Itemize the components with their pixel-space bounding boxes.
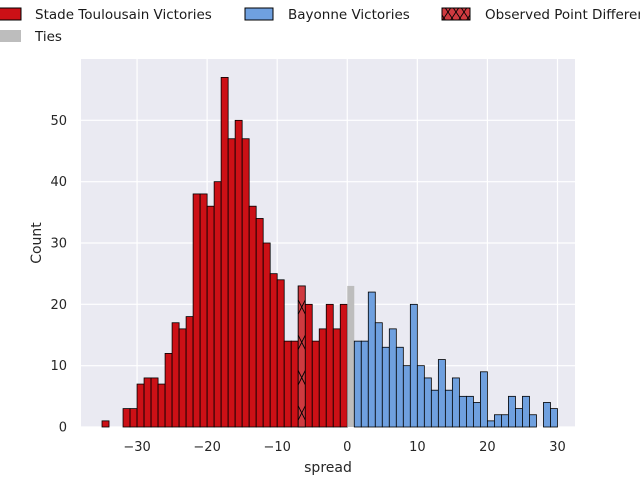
bar-bayonne xyxy=(494,414,502,428)
bar-stade xyxy=(332,328,341,428)
bar-stade xyxy=(178,328,187,428)
y-tick-label: 40 xyxy=(50,175,67,190)
bar-bayonne xyxy=(458,395,467,428)
bar-stade xyxy=(234,119,243,428)
bar-stade xyxy=(122,408,131,428)
bar-bayonne xyxy=(522,395,530,428)
bar-stade xyxy=(255,218,264,428)
bar-stade xyxy=(325,303,334,428)
bar-stade xyxy=(248,205,257,428)
y-tick-label: 50 xyxy=(50,114,67,129)
bar-bayonne xyxy=(529,414,537,428)
bar-bayonne xyxy=(388,328,397,428)
y-tick-label: 20 xyxy=(50,298,67,313)
bar-stade xyxy=(304,303,313,428)
bar-bayonne xyxy=(430,389,439,428)
legend: Stade Toulousain Victories Bayonne Victo… xyxy=(0,7,640,45)
legend-item-bayonne: Bayonne Victories xyxy=(244,7,410,23)
bar-stade xyxy=(171,322,180,428)
bar-stade xyxy=(220,77,229,428)
observed-hatch-mark xyxy=(297,335,306,350)
observed-hatch-mark xyxy=(297,405,306,421)
bar-bayonne xyxy=(451,377,460,428)
legend-label-ties: Ties xyxy=(34,29,62,45)
bar-bayonne xyxy=(409,303,418,428)
y-tick-label: 0 xyxy=(59,421,67,436)
bar-bayonne xyxy=(381,346,390,428)
bar-bayonne xyxy=(395,346,404,428)
bar-stade xyxy=(192,193,201,428)
bar-stade xyxy=(339,303,348,428)
legend-swatch-ties xyxy=(0,30,21,42)
bar-bayonne xyxy=(416,365,425,428)
bar-stade xyxy=(101,420,110,428)
bar-bayonne xyxy=(508,395,516,428)
legend-swatch-observed-hatch xyxy=(442,8,470,20)
bar-stade xyxy=(262,242,271,428)
bar-stade xyxy=(157,383,166,428)
bar-bayonne xyxy=(374,322,383,428)
x-tick-label: 0 xyxy=(343,440,351,455)
bar-stade xyxy=(185,316,194,428)
y-tick-label: 30 xyxy=(50,237,67,252)
bar-bayonne xyxy=(423,377,432,428)
x-tick-label: −30 xyxy=(123,440,150,455)
bar-bayonne xyxy=(487,420,495,428)
legend-swatch-stade xyxy=(0,7,22,21)
y-tick-label: 10 xyxy=(50,359,67,374)
bar-stade xyxy=(150,377,159,428)
x-tick-label: 20 xyxy=(479,440,496,455)
bar-bayonne xyxy=(444,389,453,428)
bar-stade xyxy=(241,138,250,428)
bar-bayonne xyxy=(353,340,362,428)
legend-label-bayonne: Bayonne Victories xyxy=(288,7,410,23)
bar-stade xyxy=(206,205,215,428)
bar-stade xyxy=(199,193,208,428)
bar-bayonne xyxy=(515,408,523,428)
bar-bayonne xyxy=(543,402,551,428)
legend-item-stade: Stade Toulousain Victories xyxy=(0,7,212,23)
bar-bayonne xyxy=(437,359,446,428)
bar-stade xyxy=(276,279,285,428)
observed-hatch-mark xyxy=(297,370,306,385)
y-axis-label: Count xyxy=(29,222,45,264)
bar-bayonne xyxy=(402,365,411,428)
bar-stade xyxy=(318,328,327,428)
bar-bayonne xyxy=(501,414,509,428)
bar-stade xyxy=(136,383,145,428)
legend-label-stade: Stade Toulousain Victories xyxy=(35,7,212,23)
legend-label-observed: Observed Point Difference xyxy=(485,7,640,23)
bar-stade xyxy=(283,340,292,428)
bar-observed xyxy=(297,285,306,428)
bar-ties xyxy=(347,285,355,427)
bar-bayonne xyxy=(480,371,488,428)
bar-stade xyxy=(311,340,320,428)
bar-bayonne xyxy=(367,291,376,428)
legend-swatch-bayonne xyxy=(244,7,274,21)
bar-stade xyxy=(213,181,222,428)
bar-stade xyxy=(227,138,236,428)
bar-stade xyxy=(164,352,173,428)
bar-stade xyxy=(143,377,152,428)
legend-item-ties: Ties xyxy=(0,29,62,45)
bar-bayonne xyxy=(550,408,558,428)
x-tick-label: 10 xyxy=(409,440,426,455)
tick-labels: −30 −20 −10 0 10 20 30 0 10 20 30 40 50 xyxy=(50,114,565,455)
bar-stade xyxy=(129,408,138,428)
bar-stade xyxy=(290,340,299,428)
bar-stade xyxy=(269,273,278,428)
x-tick-label: −20 xyxy=(193,440,220,455)
legend-item-observed: Observed Point Difference xyxy=(441,7,640,23)
histogram-bars xyxy=(101,77,558,428)
bar-bayonne xyxy=(472,402,481,428)
bar-bayonne xyxy=(360,340,369,428)
observed-hatch-mark xyxy=(297,299,306,315)
x-axis-label: spread xyxy=(304,460,352,476)
x-tick-label: −10 xyxy=(263,440,290,455)
x-tick-label: 30 xyxy=(549,440,566,455)
bar-bayonne xyxy=(465,395,474,428)
